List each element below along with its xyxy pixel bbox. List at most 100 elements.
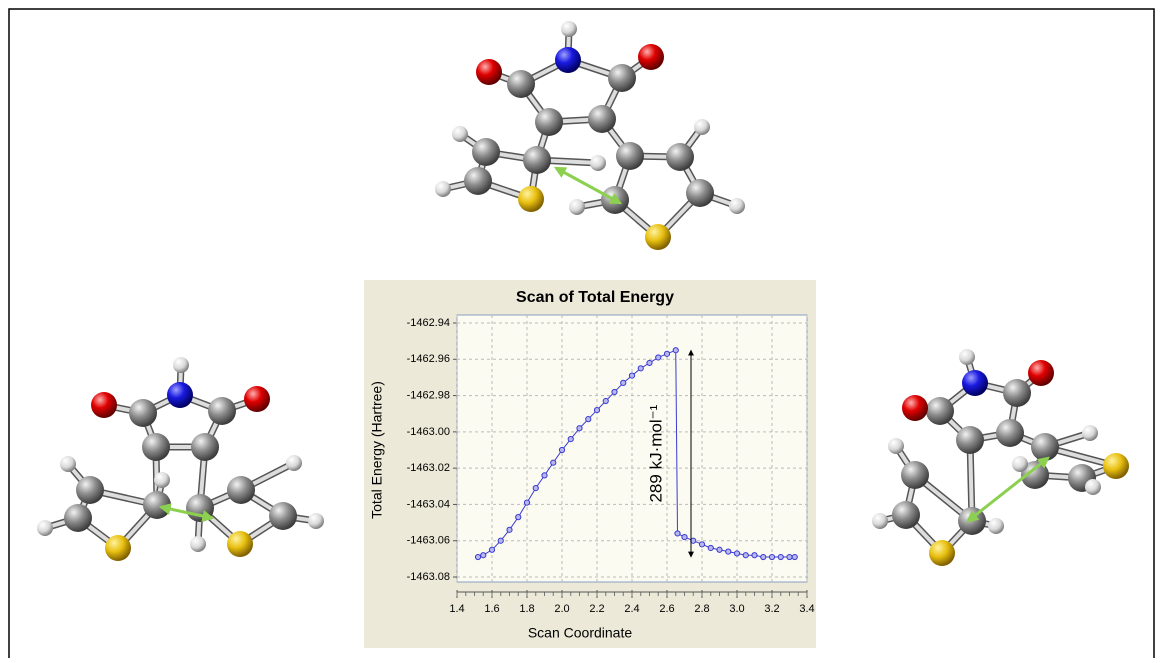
scan-point [673, 348, 678, 353]
atom [227, 476, 255, 504]
x-tick-label: 2.6 [659, 603, 674, 615]
x-tick-label: 3.4 [799, 603, 814, 615]
scan-point [516, 515, 521, 520]
scan-point [489, 547, 494, 552]
atom [452, 126, 468, 142]
x-tick-label: 2.2 [589, 603, 604, 615]
scan-point [568, 437, 573, 442]
atom [435, 181, 451, 197]
atom [535, 108, 563, 136]
atom [1003, 379, 1031, 407]
atom [561, 21, 577, 37]
atom [507, 70, 535, 98]
atom [888, 438, 904, 454]
atom [929, 540, 955, 566]
annotation: 289 kJ·mol⁻¹ [646, 404, 665, 502]
y-tick-label: -1463.06 [407, 535, 450, 547]
atom [154, 472, 170, 488]
distance-arrow [556, 168, 620, 203]
scan-point [612, 389, 617, 394]
atom [666, 143, 694, 171]
scan-point [699, 542, 704, 547]
atom [645, 224, 671, 250]
scan-point [647, 360, 652, 365]
atom [569, 199, 585, 215]
atom [1031, 433, 1059, 461]
atom [729, 198, 745, 214]
atom [286, 455, 302, 471]
scan-point [498, 538, 503, 543]
atom [464, 167, 492, 195]
atom [472, 138, 500, 166]
x-axis-label: Scan Coordinate [528, 625, 633, 641]
scan-point [481, 553, 486, 558]
atom [1028, 360, 1054, 386]
atom [1103, 453, 1129, 479]
chart-title: Scan of Total Energy [516, 289, 674, 306]
x-tick-label: 2.8 [694, 603, 709, 615]
y-tick-label: -1463.08 [407, 571, 450, 583]
atom [1082, 425, 1098, 441]
atom [872, 513, 888, 529]
x-tick-label: 1.4 [449, 603, 464, 615]
scan-point [533, 486, 538, 491]
atom [190, 536, 206, 552]
atom [686, 179, 714, 207]
scan-point [656, 355, 661, 360]
x-tick-label: 2.0 [554, 603, 569, 615]
scan-point [752, 553, 757, 558]
atom [227, 531, 253, 557]
atom [996, 419, 1024, 447]
atom [988, 518, 1004, 534]
atom [638, 44, 664, 70]
scan-point [629, 373, 634, 378]
scan-point [778, 554, 783, 559]
y-tick-label: -1462.98 [407, 389, 450, 401]
atom [956, 426, 984, 454]
figure: Scan of Total Energy Scan Coordinate Tot… [0, 0, 1163, 658]
atom [76, 476, 104, 504]
atom [244, 386, 270, 412]
y-tick-label: -1463.04 [407, 498, 450, 510]
scan-point [507, 527, 512, 532]
atom [588, 105, 616, 133]
atom [143, 491, 171, 519]
atom [1085, 479, 1101, 495]
y-tick-label: -1463.00 [407, 426, 450, 438]
scan-point [621, 380, 626, 385]
atom [173, 357, 189, 373]
atom [37, 520, 53, 536]
y-tick-label: -1462.94 [407, 317, 450, 329]
atom [191, 433, 219, 461]
x-tick-label: 1.6 [484, 603, 499, 615]
atom [208, 397, 236, 425]
atom [476, 59, 502, 85]
atom [60, 456, 76, 472]
scan-point [769, 554, 774, 559]
scan-point [708, 545, 713, 550]
atom [892, 501, 920, 529]
x-tick-label: 3.2 [764, 603, 779, 615]
y-tick-label: -1463.02 [407, 462, 450, 474]
atom [962, 370, 988, 396]
scan-point [761, 554, 766, 559]
atom [901, 461, 929, 489]
atom [926, 397, 954, 425]
scan-point [524, 500, 529, 505]
scan-point [542, 473, 547, 478]
atom [590, 155, 606, 171]
atom [959, 349, 975, 365]
atom [167, 382, 193, 408]
atom [555, 47, 581, 73]
scan-point [664, 351, 669, 356]
atom [608, 64, 636, 92]
x-tick-label: 1.8 [519, 603, 534, 615]
scan-point [792, 554, 797, 559]
scan-point [638, 366, 643, 371]
scan-point [743, 553, 748, 558]
scan-point [726, 549, 731, 554]
scan-point [734, 551, 739, 556]
atom [518, 186, 544, 212]
scan-point [717, 547, 722, 552]
x-tick-label: 3.0 [729, 603, 744, 615]
